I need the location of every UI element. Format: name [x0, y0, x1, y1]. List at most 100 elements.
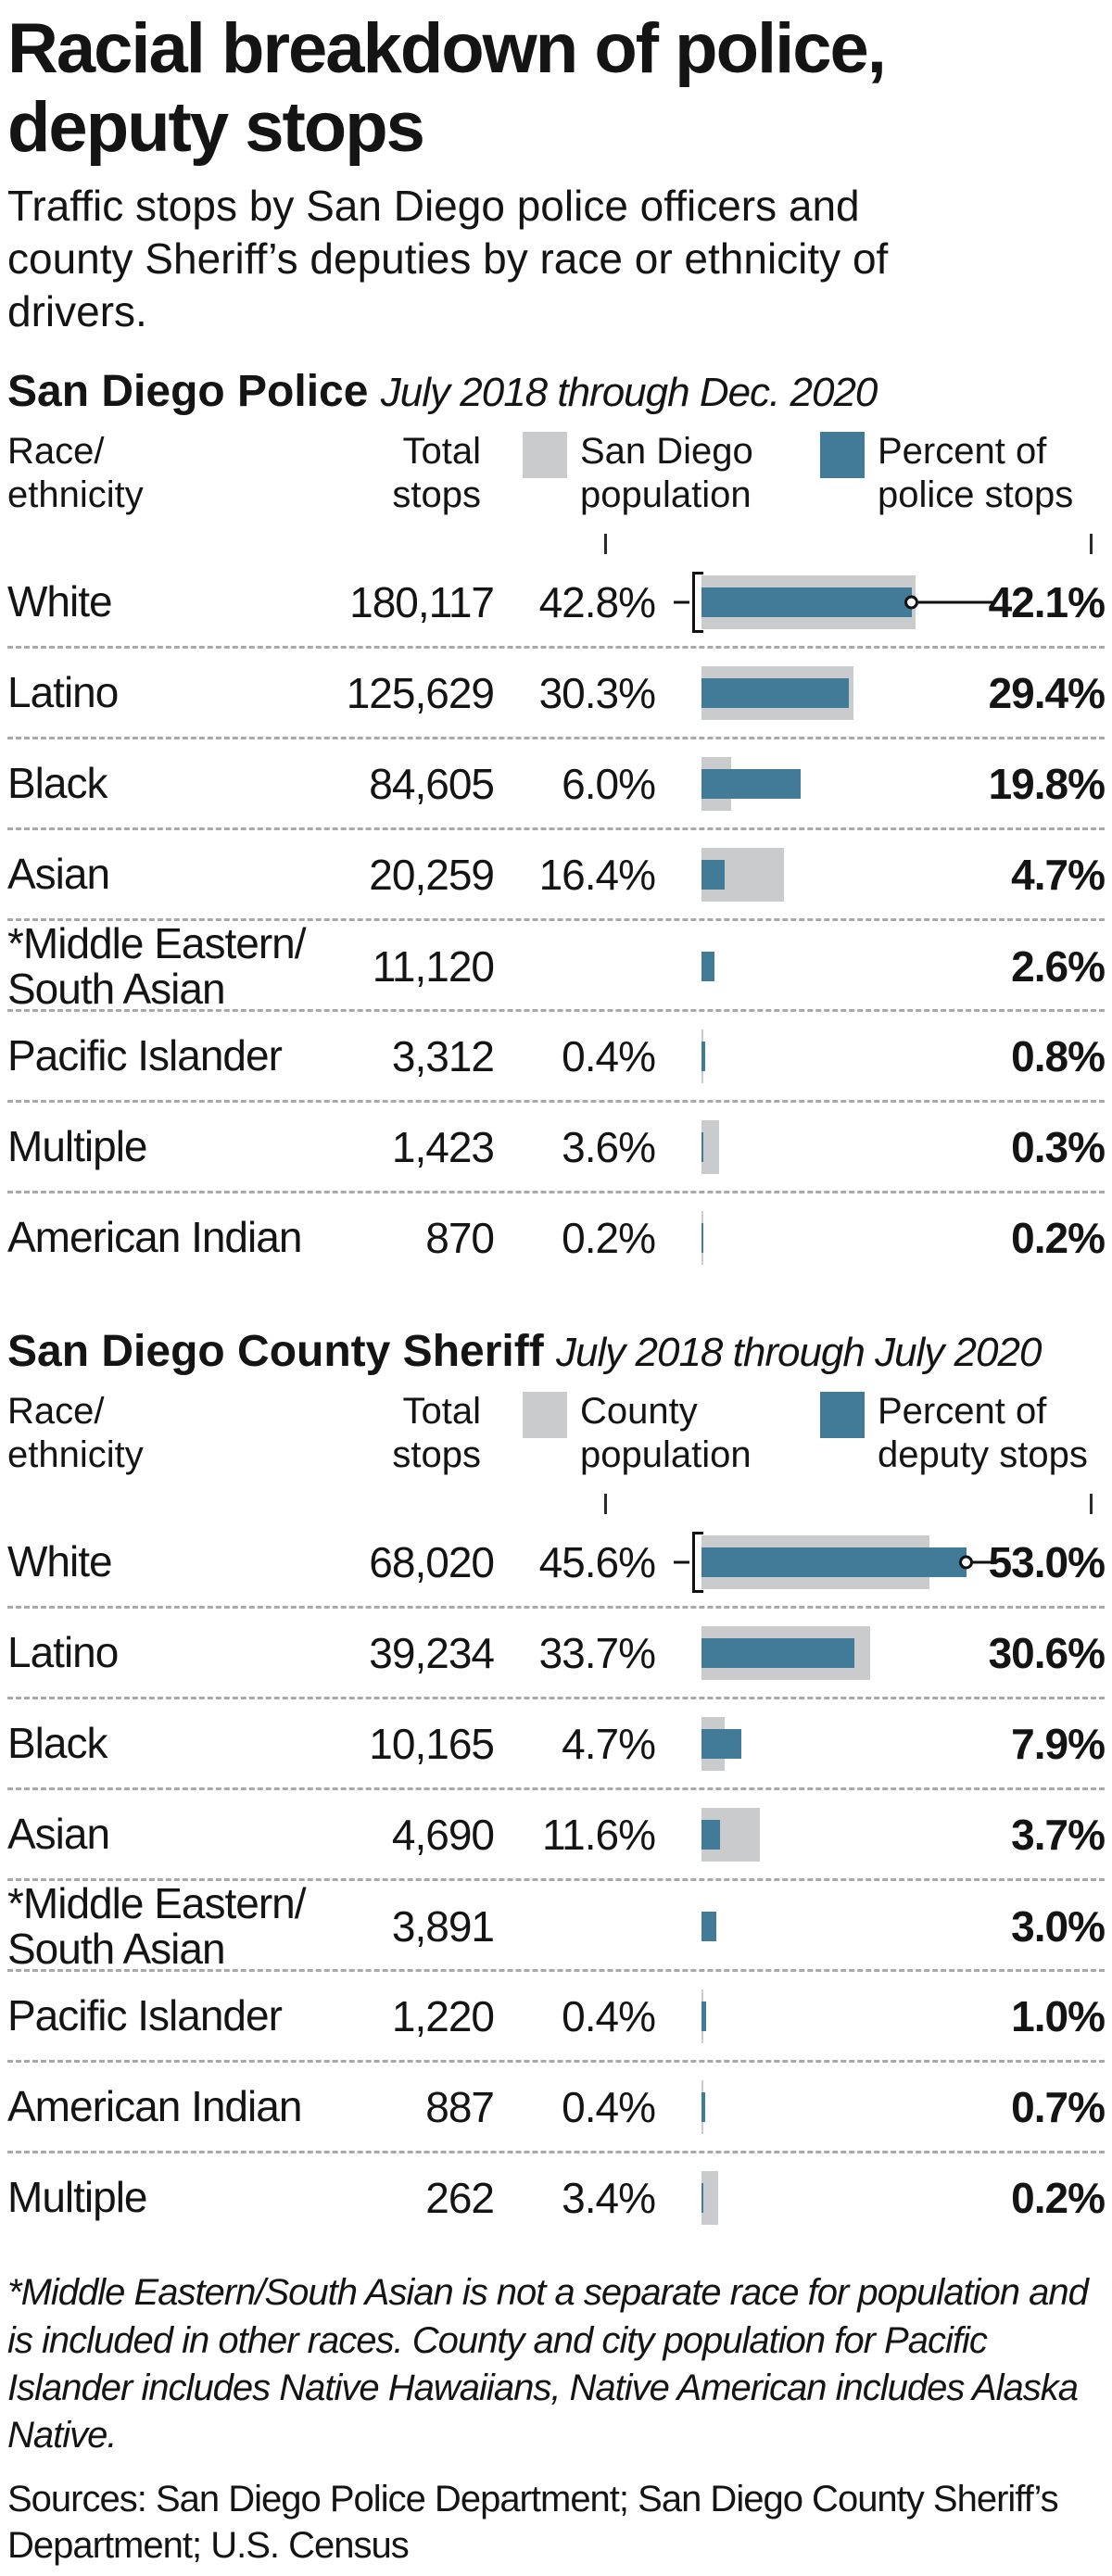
- race-label: *Middle Eastern/ South Asian: [7, 919, 307, 1014]
- stops-pct-value: 7.9%: [1011, 1719, 1106, 1768]
- race-label: Pacific Islander: [7, 1991, 283, 2040]
- race-label: Asian: [7, 850, 110, 899]
- bar-zone: [655, 2153, 973, 2241]
- stops-pct-value: 1.0%: [1011, 1991, 1106, 2040]
- bar-zone: [655, 1972, 973, 2060]
- stops-pct-value: 30.6%: [988, 1628, 1106, 1677]
- race-label: White: [7, 1537, 113, 1586]
- bar-zone: [655, 1012, 973, 1100]
- stops-bar: [701, 587, 912, 617]
- section-header: San Diego Police July 2018 through Dec. …: [7, 366, 1105, 417]
- stops-pct-value: 0.8%: [1011, 1031, 1106, 1080]
- section-title: San Diego County Sheriff: [7, 1327, 544, 1377]
- bar-zone: [655, 739, 973, 827]
- bar-zone: [655, 1699, 973, 1787]
- credit: MICHELLE GILCHRIST U-T: [7, 2574, 1105, 2576]
- total-stops-value: 125,629: [346, 668, 495, 717]
- bar-zone: [655, 1881, 973, 1972]
- sources: Sources: San Diego Police Department; Sa…: [7, 2479, 1059, 2567]
- total-stops-value: 180,117: [349, 577, 495, 626]
- column-header-race: Race/ ethnicity: [7, 431, 144, 516]
- total-stops-value: 887: [425, 2082, 495, 2131]
- stops-bar: [701, 952, 714, 982]
- population-pct-value: 0.4%: [562, 1031, 656, 1080]
- table-row: American Indian 887 0.4% 0.7%: [7, 2060, 1106, 2151]
- population-bar: [701, 2170, 718, 2225]
- total-stops-value: 84,605: [369, 759, 495, 808]
- race-label: Multiple: [7, 1122, 148, 1171]
- population-column-tick: [604, 1494, 607, 1515]
- race-label: American Indian: [7, 2082, 302, 2131]
- total-stops-value: 3,891: [391, 1902, 495, 1951]
- callout-line: [973, 1560, 993, 1564]
- chart-section: San Diego Police July 2018 through Dec. …: [7, 366, 1106, 1282]
- race-label: Multiple: [7, 2173, 148, 2222]
- column-header-population-label: San Diego population: [580, 431, 753, 516]
- column-header-stops-label: Percent of police stops: [878, 431, 1074, 516]
- bar-zone: [655, 1609, 973, 1697]
- total-stops-value: 10,165: [369, 1719, 495, 1768]
- population-pct-value: 4.7%: [562, 1719, 656, 1768]
- stops-bar: [701, 1131, 703, 1162]
- population-pct-value: 42.8%: [538, 577, 656, 626]
- section-header: San Diego County Sheriff July 2018 throu…: [7, 1326, 1105, 1377]
- column-header-population: County population: [523, 1390, 752, 1477]
- bar-zone: [655, 830, 973, 918]
- total-stops-value: 870: [425, 1213, 495, 1262]
- population-label-dash: [674, 600, 689, 604]
- total-stops-value: 262: [425, 2173, 495, 2222]
- stops-legend-swatch: [820, 1392, 865, 1439]
- rows: White 68,020 45.6% 53.0% Latino 39,234 33.7% 30…: [7, 1518, 1106, 2241]
- stops-bar: [701, 2182, 703, 2213]
- stops-bar: [701, 677, 849, 708]
- population-pct-value: 0.2%: [562, 1213, 656, 1262]
- stops-bar: [701, 1912, 716, 1942]
- total-stops-value: 4,690: [391, 1810, 495, 1859]
- column-header-total: Total stops: [392, 1391, 481, 1476]
- page-title: Racial breakdown of police, deputy stops: [7, 9, 887, 168]
- stops-bar: [701, 2001, 706, 2031]
- stops-pct-value: 42.1%: [988, 577, 1106, 626]
- callout-circle: [904, 595, 918, 610]
- stops-bar: [701, 2091, 705, 2122]
- population-bar: [701, 1119, 719, 1174]
- column-header-stops: Percent of police stops: [820, 430, 1073, 517]
- credit-org: U-T: [1042, 2574, 1105, 2576]
- stops-bar: [701, 1547, 967, 1577]
- stops-bar: [701, 1637, 854, 1668]
- table-row: Latino 39,234 33.7% 30.6%: [7, 1606, 1106, 1697]
- population-pct-value: 0.4%: [562, 2082, 656, 2131]
- population-label-dash: [674, 1560, 689, 1564]
- credit-name: MICHELLE GILCHRIST: [641, 2574, 1033, 2576]
- total-stops-value: 1,423: [391, 1122, 495, 1171]
- table-row: *Middle Eastern/ South Asian 3,891 3.0%: [7, 1878, 1106, 1972]
- stops-pct-value: 2.6%: [1011, 942, 1106, 991]
- stops-bar: [701, 1728, 741, 1759]
- stops-pct-value: 53.0%: [988, 1537, 1106, 1586]
- chart-section: San Diego County Sheriff July 2018 throu…: [7, 1326, 1106, 2241]
- header-ticks: [7, 1494, 1105, 1518]
- total-stops-value: 3,312: [391, 1031, 495, 1080]
- race-label: Latino: [7, 668, 119, 717]
- stops-column-tick: [1090, 1494, 1093, 1515]
- stops-legend-swatch: [820, 432, 865, 479]
- population-column-tick: [604, 534, 607, 555]
- race-label: Latino: [7, 1628, 119, 1677]
- population-bar-bracket: [692, 571, 703, 633]
- population-legend-swatch: [523, 1392, 567, 1439]
- population-pct-value: 0.4%: [562, 1991, 656, 2040]
- table-row: Black 10,165 4.7% 7.9%: [7, 1697, 1106, 1787]
- stops-bar: [701, 768, 801, 799]
- subtitle: Traffic stops by San Diego police office…: [7, 182, 889, 336]
- bar-zone: [655, 558, 993, 646]
- section-period: July 2018 through Dec. 2020: [380, 370, 878, 416]
- stops-pct-value: 0.3%: [1011, 1122, 1106, 1171]
- bar-zone: [655, 1790, 973, 1878]
- stops-pct-value: 29.4%: [988, 668, 1106, 717]
- column-header-total: Total stops: [392, 431, 481, 516]
- bar-zone: [655, 921, 973, 1012]
- callout-line: [918, 600, 993, 604]
- bar-zone: [655, 1193, 973, 1282]
- population-bar-bracket: [692, 1531, 703, 1593]
